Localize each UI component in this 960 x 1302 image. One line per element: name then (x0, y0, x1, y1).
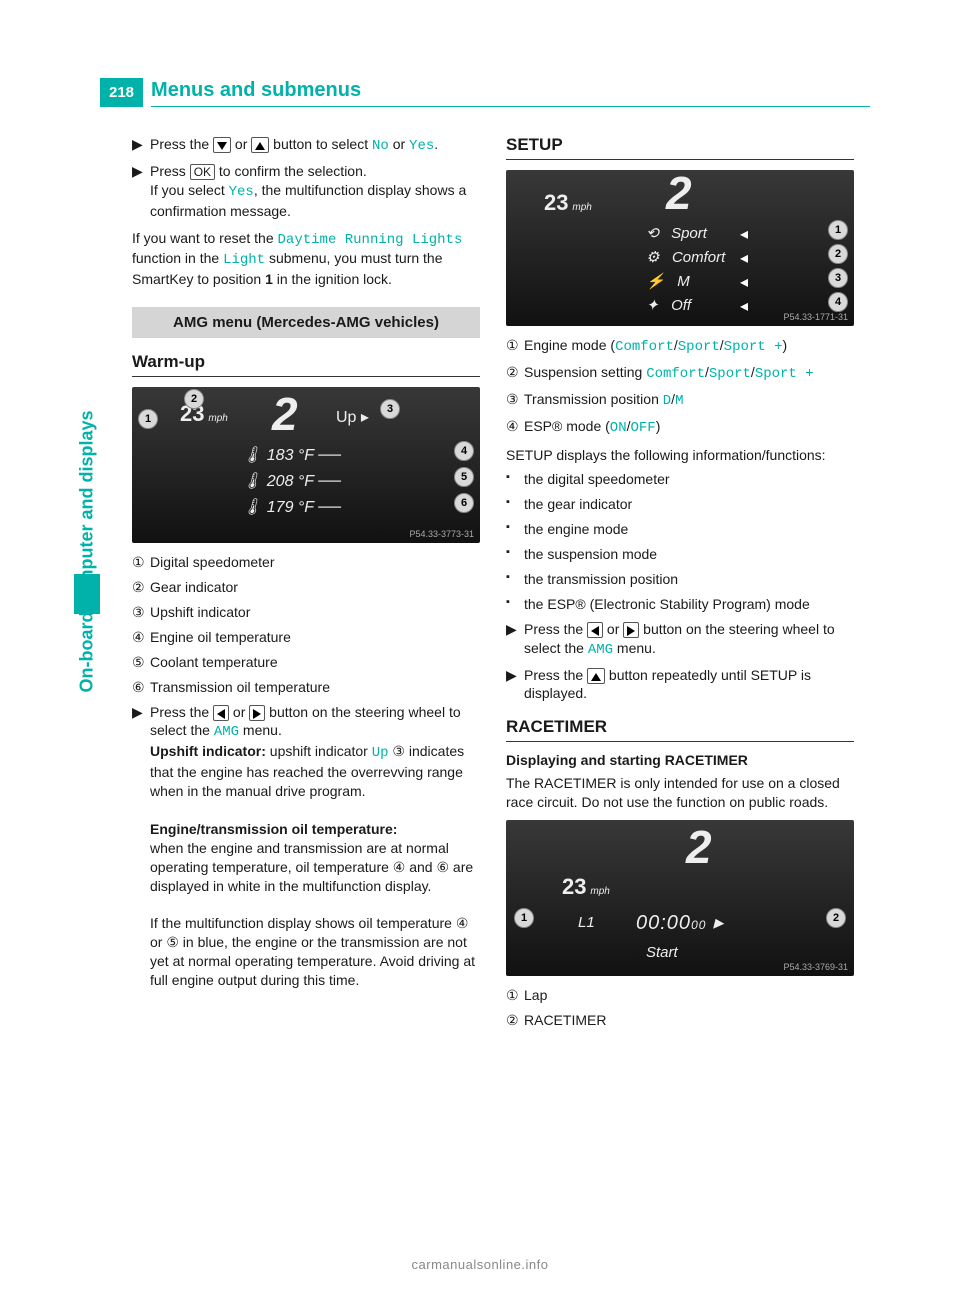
fig-lap: L1 (578, 914, 595, 931)
ok-key: OK (190, 164, 215, 180)
sub-heading: SETUP (506, 135, 854, 160)
fig-temp1: 🌡 183 °F ── (242, 445, 341, 465)
legend-row: ②Gear indicator (132, 578, 480, 597)
footer-link: carmanualsonline.info (0, 1257, 960, 1272)
legend-row: ⑤Coolant temperature (132, 653, 480, 672)
legend-row: ③Transmission position D/M (506, 390, 854, 411)
step-marker: ▶ (132, 703, 150, 990)
left-key (213, 705, 229, 721)
side-tab-label: On-board computer and displays (77, 410, 98, 692)
down-key (213, 137, 231, 153)
legend-row: ①Digital speedometer (132, 553, 480, 572)
instruction-step: ▶ Press the button repeatedly until SETU… (506, 666, 854, 704)
up-key (587, 668, 605, 684)
fig-mode4: ✦ Off (646, 296, 691, 314)
fig-speed: 23 mph (544, 190, 592, 216)
sub-heading: Warm-up (132, 352, 480, 377)
fig-mode1: ⟲ Sport (646, 224, 707, 242)
callout-6: 6 (454, 493, 474, 513)
bullet-item: ▪the ESP® (Electronic Stability Program)… (506, 595, 854, 614)
page: 218 Menus and submenus On-board computer… (0, 0, 960, 1302)
right-column: SETUP 23 mph 2 ⟲ Sport◂ ⚙ Comfort◂ ⚡ M◂ … (506, 135, 854, 1036)
setup-figure: 23 mph 2 ⟲ Sport◂ ⚙ Comfort◂ ⚡ M◂ ✦ Off◂… (506, 170, 854, 326)
side-tab-block (74, 574, 100, 614)
bullet-item: ▪the engine mode (506, 520, 854, 539)
legend-row: ②Suspension setting Comfort/Sport/Sport … (506, 363, 854, 384)
fig-caption: P54.33-3773-31 (409, 529, 474, 539)
instruction-step: ▶ Press the or button to select No or Ye… (132, 135, 480, 156)
bullet-item: ▪the suspension mode (506, 545, 854, 564)
paragraph: If you want to reset the Daytime Running… (132, 229, 480, 290)
step-marker: ▶ (132, 162, 150, 221)
header-title: Menus and submenus (151, 79, 870, 107)
callout-1: 1 (828, 220, 848, 240)
bullet-item: ▪the gear indicator (506, 495, 854, 514)
callout-2: 2 (826, 908, 846, 928)
fig-upshift: Up ▸ (336, 407, 369, 427)
fig-temp2: 🌡 208 °F ── (242, 471, 341, 491)
right-key (623, 622, 639, 638)
fig-temp3: 🌡 179 °F ── (242, 497, 341, 517)
fig-start: Start (646, 944, 678, 961)
bullet-item: ▪the transmission position (506, 570, 854, 589)
side-tab: On-board computer and displays (74, 154, 100, 614)
fig-caption: P54.33-1771-31 (783, 312, 848, 322)
legend-row: ②RACETIMER (506, 1011, 854, 1030)
callout-4: 4 (454, 441, 474, 461)
instruction-step: ▶ Press OK to confirm the selection. If … (132, 162, 480, 221)
legend-row: ①Engine mode (Comfort/Sport/Sport +) (506, 336, 854, 357)
legend-row: ③Upshift indicator (132, 603, 480, 622)
callout-5: 5 (454, 467, 474, 487)
legend-row: ⑥Transmission oil temperature (132, 678, 480, 697)
step-text: Press the or button on the steering whee… (150, 703, 480, 990)
left-column: ▶ Press the or button to select No or Ye… (132, 135, 480, 1036)
fig-mode3: ⚡ M (646, 272, 690, 290)
step-text: Press the or button to select No or Yes. (150, 135, 480, 156)
legend-row: ①Lap (506, 986, 854, 1005)
instruction-step: ▶ Press the or button on the steering wh… (132, 703, 480, 990)
warmup-figure: 23 mph 2 Up ▸ 🌡 183 °F ── 🌡 208 °F ── 🌡 … (132, 387, 480, 543)
section-heading: AMG menu (Mercedes-AMG vehicles) (132, 307, 480, 338)
callout-2: 2 (828, 244, 848, 264)
fig-gear: 2 (666, 170, 692, 220)
racetimer-figure: 23 mph 2 L1 00:0000 ▸ Start 1 2 P54.33-3… (506, 820, 854, 976)
fig-speed: 23 mph (562, 874, 610, 900)
page-number: 218 (100, 78, 143, 107)
right-key (249, 705, 265, 721)
sub-heading: RACETIMER (506, 717, 854, 742)
fig-time: 00:0000 ▸ (636, 910, 724, 935)
bullet-item: ▪the digital speedometer (506, 470, 854, 489)
step-text: Press OK to confirm the selection. If yo… (150, 162, 480, 221)
bullet-list: ▪the digital speedometer ▪the gear indica… (506, 470, 854, 613)
callout-3: 3 (380, 399, 400, 419)
callout-4: 4 (828, 292, 848, 312)
fig-caption: P54.33-3769-31 (783, 962, 848, 972)
callout-3: 3 (828, 268, 848, 288)
fig-gear: 2 (686, 820, 712, 874)
step-marker: ▶ (132, 135, 150, 156)
legend-row: ④Engine oil temperature (132, 628, 480, 647)
paragraph: The RACETIMER is only intended for use o… (506, 774, 854, 812)
legend-row: ④ESP® mode (ON/OFF) (506, 417, 854, 438)
instruction-step: ▶ Press the or button on the steering wh… (506, 620, 854, 660)
callout-1: 1 (514, 908, 534, 928)
sub-heading-2: Displaying and starting RACETIMER (506, 752, 854, 768)
up-key (251, 137, 269, 153)
paragraph: SETUP displays the following information… (506, 446, 854, 465)
header-bar: 218 Menus and submenus (100, 78, 870, 107)
fig-gear: 2 (272, 387, 298, 441)
fig-mode2: ⚙ Comfort (646, 248, 725, 266)
left-key (587, 622, 603, 638)
callout-1: 1 (138, 409, 158, 429)
columns: ▶ Press the or button to select No or Ye… (132, 135, 870, 1036)
